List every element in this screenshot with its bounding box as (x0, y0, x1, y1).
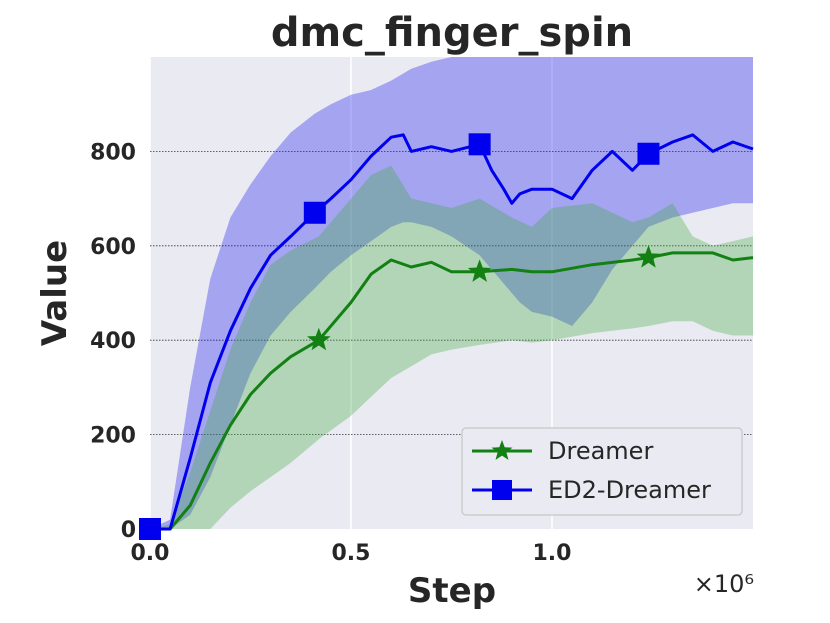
y-tick-label: 800 (90, 140, 136, 165)
x-tick-label: 0.5 (332, 541, 371, 566)
x-axis-label: Step (408, 571, 496, 611)
y-tick-label: 600 (90, 235, 136, 260)
y-tick-label: 400 (90, 329, 136, 354)
band-ed2-dreamer (150, 57, 753, 529)
line-dreamer (150, 251, 754, 531)
legend-star-marker (491, 440, 513, 460)
marker-square-ed2-dreamer (303, 201, 326, 224)
y-tick-label: 0 (121, 518, 136, 543)
x-tick-label: 1.0 (533, 541, 572, 566)
confidence-bands (150, 57, 753, 529)
y-axis-label: Value (35, 240, 75, 346)
x-tick-labels: 0.0 0.5 1.0 (131, 541, 572, 566)
legend-square-marker (492, 480, 512, 500)
series-markers (139, 133, 661, 540)
x-tick-label: 0.0 (131, 541, 170, 566)
marker-star-dreamer (636, 245, 661, 268)
marker-star-dreamer (307, 327, 331, 351)
x-axis-offset-label: ×10⁶ (694, 570, 754, 598)
marker-square-ed2-dreamer (468, 133, 491, 156)
marker-star-dreamer (467, 259, 492, 282)
chart-title: dmc_finger_spin (271, 10, 633, 56)
legend-label-dreamer: Dreamer (548, 437, 653, 465)
marker-square-ed2-dreamer (637, 142, 660, 165)
y-tick-label: 200 (90, 424, 136, 449)
marker-square-ed2-dreamer (139, 518, 161, 540)
band-dreamer (150, 165, 753, 529)
legend: Dreamer ED2-Dreamer (461, 427, 743, 516)
legend-label-ed2-dreamer: ED2-Dreamer (548, 476, 711, 504)
y-tick-labels: 0 200 400 600 800 (90, 140, 136, 543)
